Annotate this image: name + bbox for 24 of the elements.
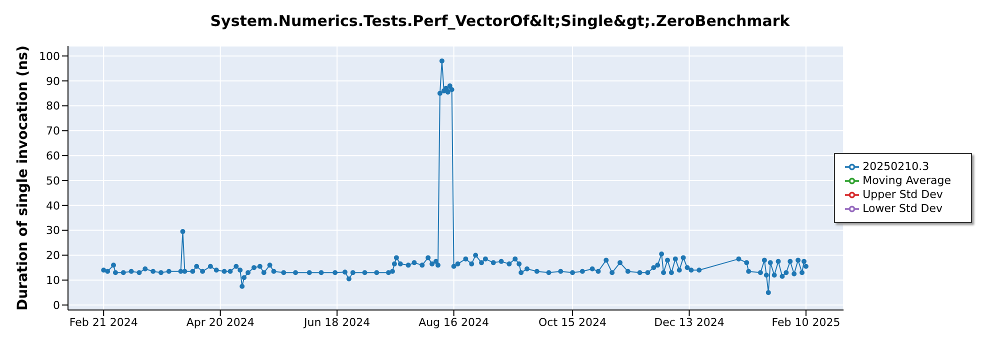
y-tick-label: 100	[39, 50, 60, 63]
x-tick-label: Feb 21 2024	[69, 316, 138, 329]
y-tick-label: 0	[53, 298, 60, 312]
y-tick-label: 80	[46, 100, 60, 113]
y-tick-label: 70	[46, 124, 60, 138]
y-tick-label: 60	[46, 149, 60, 162]
legend-label: Lower Std Dev	[862, 202, 943, 216]
y-tick-label: 30	[46, 224, 60, 238]
legend-label: Upper Std Dev	[862, 188, 943, 202]
y-tick-label: 20	[46, 249, 60, 262]
legend-label: 20250210.3	[862, 160, 930, 174]
x-tick-label: Aug 16 2024	[418, 316, 490, 329]
legend-label: Moving Average	[862, 174, 951, 188]
x-tick-label: Oct 15 2024	[538, 316, 607, 329]
x-tick-label: Dec 13 2024	[654, 316, 724, 329]
y-tick-label: 40	[46, 199, 60, 212]
y-axis-title: Duration of single invocation (ns)	[14, 45, 31, 311]
y-tick-label: 90	[46, 74, 60, 88]
chart-title: System.Numerics.Tests.Perf_VectorOf&lt;Single&gt;.ZeroBenchmark	[209, 11, 791, 32]
y-tick-label: 10	[46, 274, 60, 288]
x-tick-label: Apr 20 2024	[186, 316, 254, 329]
x-tick-label: Jun 18 2024	[302, 316, 370, 329]
x-tick-label: Feb 10 2025	[772, 316, 840, 329]
y-tick-label: 50	[46, 174, 60, 188]
